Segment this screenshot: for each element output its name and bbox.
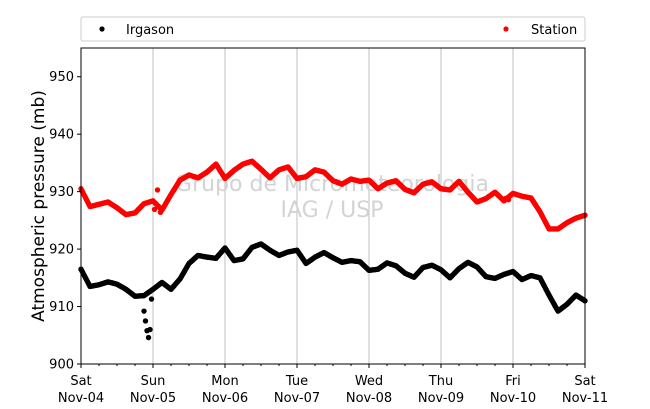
data-point	[154, 187, 161, 193]
legend: Irgason Station	[80, 16, 586, 42]
legend-marker-irgason	[99, 26, 105, 32]
y-tick-label: 950	[49, 70, 74, 85]
series-layer	[78, 158, 588, 341]
x-tick-label-date: Nov-11	[562, 391, 608, 406]
data-point	[157, 209, 164, 216]
watermark-line-2: IAG / USP	[281, 198, 384, 223]
data-point	[141, 308, 147, 314]
y-tick-label: 920	[49, 243, 74, 258]
y-axis: 900 910 920 930 940 950	[49, 70, 81, 373]
legend-label-irgason: Irgason	[126, 23, 174, 38]
series-irgason	[78, 241, 588, 341]
y-axis-label: Atmospheric pressure (mb)	[29, 90, 49, 322]
data-point	[142, 318, 149, 324]
x-tick-label-day: Tue	[285, 374, 308, 389]
x-tick-label-date: Nov-10	[490, 391, 536, 406]
grid-lines	[152, 48, 514, 364]
x-tick-label-day: Wed	[355, 374, 383, 389]
data-point	[151, 206, 158, 213]
x-tick-label-day: Sun	[141, 374, 166, 389]
x-tick-label-date: Nov-05	[130, 391, 176, 406]
x-tick-label-day: Thu	[428, 374, 453, 389]
x-tick-label-day: Sat	[70, 374, 91, 389]
x-tick-label-date: Nov-07	[274, 391, 320, 406]
x-tick-label-day: Fri	[505, 374, 521, 389]
x-tick-label-day: Mon	[211, 374, 238, 389]
y-tick-label: 940	[49, 128, 74, 143]
series-station	[78, 158, 588, 232]
legend-box	[80, 16, 586, 42]
x-tick-label-date: Nov-04	[58, 391, 104, 406]
x-axis: Sat Nov-04 Sun Nov-05 Mon Nov-06 Tue Nov-07 Wed N…	[58, 364, 608, 406]
x-tick-label-date: Nov-08	[346, 391, 392, 406]
data-point	[148, 296, 155, 302]
x-tick-label-date: Nov-06	[202, 391, 248, 406]
y-tick-label: 930	[49, 185, 74, 200]
y-tick-label: 900	[49, 358, 74, 373]
y-tick-label: 910	[49, 300, 74, 315]
data-point	[147, 326, 153, 333]
data-point	[145, 334, 152, 341]
data-point	[505, 196, 512, 203]
legend-marker-station	[503, 26, 509, 32]
x-tick-label-day: Sat	[574, 374, 595, 389]
x-tick-label-date: Nov-09	[418, 391, 464, 406]
legend-label-station: Station	[531, 23, 577, 38]
